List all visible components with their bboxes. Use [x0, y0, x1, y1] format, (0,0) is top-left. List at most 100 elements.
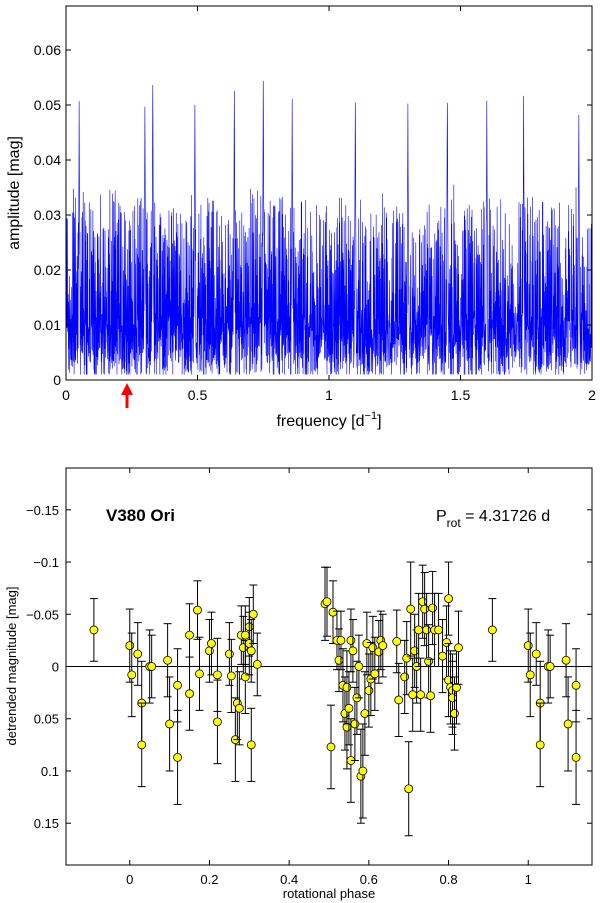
- point-marker: [127, 670, 137, 680]
- data-point: [195, 636, 204, 711]
- point-marker: [487, 625, 497, 635]
- data-point: [205, 618, 214, 683]
- data-point: [535, 702, 545, 788]
- point-marker: [248, 609, 258, 619]
- data-point: [234, 671, 244, 746]
- data-point: [404, 741, 414, 837]
- point-marker: [213, 717, 222, 727]
- point-marker: [348, 646, 358, 656]
- data-point: [545, 634, 555, 699]
- point-marker: [426, 691, 436, 701]
- point-marker: [531, 649, 541, 659]
- point-marker: [438, 651, 447, 661]
- data-point: [354, 634, 364, 699]
- point-marker: [334, 655, 344, 665]
- point-marker: [185, 689, 194, 699]
- y-tick-label: 0.1: [41, 764, 59, 779]
- point-marker: [328, 607, 338, 617]
- y-tick-label: 0.06: [34, 42, 61, 58]
- point-marker: [205, 646, 214, 656]
- point-marker: [354, 662, 364, 671]
- point-marker: [450, 709, 459, 718]
- point-marker: [89, 625, 99, 635]
- x-ticks-bottom: 0 0.2 0.4 0.6 0.8 1: [126, 468, 532, 887]
- point-marker: [444, 594, 453, 603]
- point-marker: [240, 630, 250, 640]
- point-marker: [571, 752, 581, 762]
- data-point: [185, 603, 194, 667]
- data-point: [358, 723, 368, 819]
- x-tick-label: 0.2: [200, 872, 218, 887]
- data-point: [147, 634, 157, 699]
- point-marker: [535, 740, 545, 750]
- spectrum-line: [65, 81, 593, 375]
- data-point: [322, 566, 332, 637]
- point-marker: [452, 682, 461, 692]
- point-marker: [422, 625, 432, 635]
- point-marker: [246, 646, 256, 656]
- point-marker: [523, 641, 533, 651]
- x-tick-label: 0: [62, 387, 70, 403]
- y-tick-label: −0.15: [26, 503, 59, 518]
- data-point: [89, 598, 99, 662]
- point-marker: [226, 671, 236, 681]
- data-point: [346, 608, 356, 673]
- data-point: [487, 598, 497, 662]
- point-marker: [173, 752, 182, 762]
- spectrum-series: [65, 81, 593, 375]
- x-tick-label: 2: [588, 387, 596, 403]
- data-point: [416, 657, 426, 732]
- x-tick-label: 1: [325, 387, 333, 403]
- point-marker: [224, 649, 234, 659]
- data-point: [226, 638, 236, 713]
- data-point: [454, 610, 463, 685]
- point-marker: [418, 597, 428, 607]
- data-points: [89, 561, 581, 837]
- point-marker: [213, 670, 222, 680]
- y-ticks-top: 0 0.01 0.02 0.03 0.04 0.05 0.06: [34, 42, 592, 388]
- y-ticks-bottom: −0.15 −0.1 −0.05 0 0.05 0.1 0.15: [26, 503, 592, 831]
- data-point: [561, 623, 571, 698]
- data-point: [336, 610, 346, 671]
- point-marker: [252, 660, 262, 669]
- data-point: [408, 657, 418, 732]
- y-axis-label-bottom: detrended magnitude [mag]: [4, 587, 19, 746]
- point-marker: [344, 703, 354, 713]
- data-point: [422, 592, 432, 667]
- data-point: [442, 605, 451, 680]
- point-marker: [408, 690, 418, 700]
- point-marker: [234, 703, 244, 713]
- point-marker: [358, 766, 368, 776]
- data-point: [360, 671, 370, 756]
- amplitude-spectrum-panel: 0 0.5 1 1.5 2 0 0.01 0.02 0.03 0.04 0.05 0.06 freq…: [6, 5, 596, 430]
- x-ticks-top: 0 0.5 1 1.5 2: [62, 6, 596, 403]
- point-marker: [147, 662, 157, 671]
- data-point: [252, 632, 262, 697]
- x-axis-label-bottom: rotational phase: [283, 886, 376, 901]
- point-marker: [207, 639, 216, 648]
- point-marker: [185, 630, 194, 640]
- point-marker: [561, 655, 571, 665]
- data-point: [370, 636, 380, 711]
- point-marker: [406, 604, 416, 614]
- y-tick-label: 0.04: [34, 152, 61, 168]
- data-point: [420, 571, 430, 647]
- data-point: [376, 610, 386, 671]
- data-point: [394, 662, 404, 737]
- x-tick-label: 1: [525, 872, 532, 887]
- x-tick-label: 0.8: [440, 872, 458, 887]
- point-marker: [392, 637, 402, 646]
- data-point: [185, 656, 194, 731]
- point-marker: [545, 662, 555, 671]
- data-point: [531, 622, 541, 686]
- data-point: [348, 618, 358, 683]
- data-point: [563, 676, 573, 772]
- data-point: [426, 658, 436, 733]
- y-tick-label: 0.05: [34, 97, 61, 113]
- data-point: [452, 650, 461, 725]
- data-point: [328, 580, 338, 645]
- y-tick-label: 0: [53, 372, 61, 388]
- data-point: [448, 660, 457, 735]
- data-point: [207, 611, 216, 676]
